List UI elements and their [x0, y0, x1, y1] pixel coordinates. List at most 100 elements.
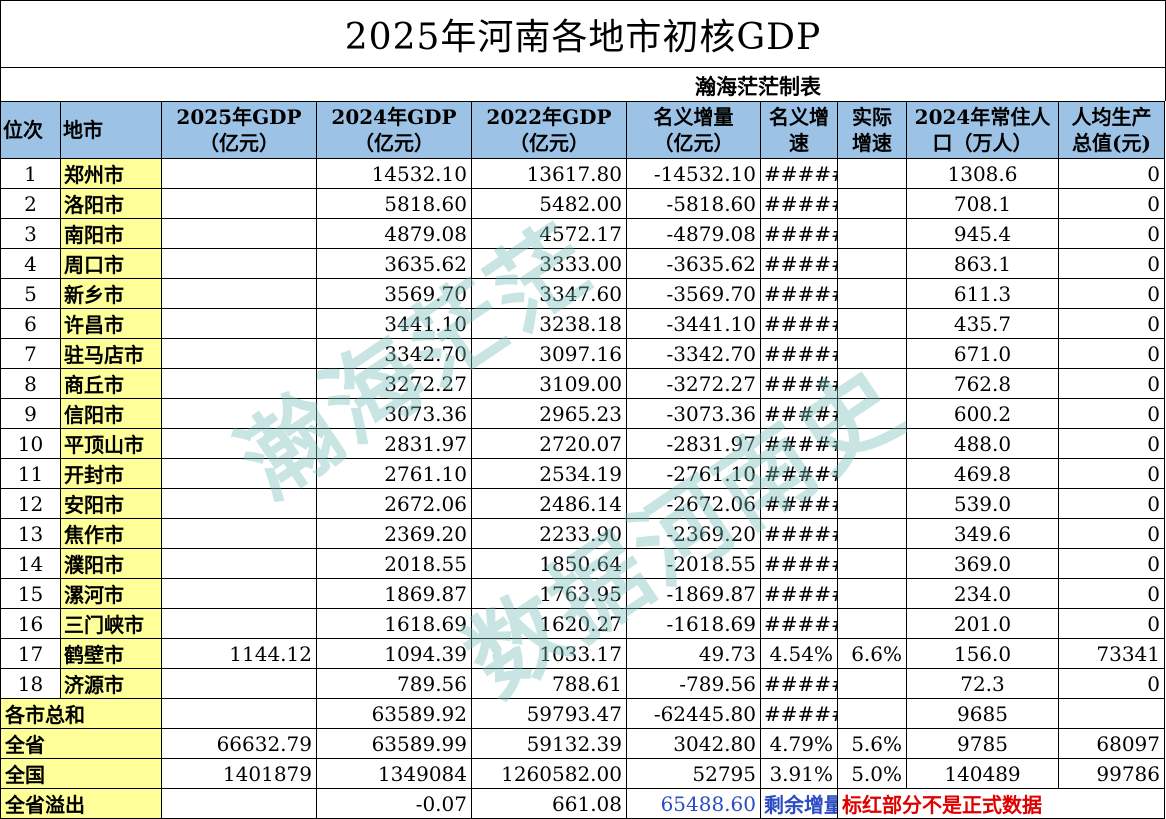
gdp2025-cell[interactable] — [161, 578, 317, 609]
population-cell[interactable]: 863.1 — [906, 248, 1059, 279]
per-capita-cell[interactable]: 0 — [1058, 458, 1165, 489]
nominal-increase-cell[interactable]: -3569.70 — [626, 278, 761, 309]
gdp2022-cell[interactable]: 3333.00 — [471, 248, 627, 279]
population-cell[interactable]: 9685 — [906, 698, 1059, 729]
gdp2025-cell[interactable] — [161, 668, 317, 699]
nominal-growth-cell[interactable]: ###### — [760, 698, 838, 729]
gdp2025-cell[interactable] — [161, 788, 317, 819]
header-per-capita[interactable]: 人均生产 总值(元) — [1058, 101, 1165, 159]
nominal-growth-cell[interactable]: ###### — [760, 398, 838, 429]
gdp2024-cell[interactable]: 3635.62 — [316, 248, 472, 279]
nominal-growth-cell[interactable]: ###### — [760, 218, 838, 249]
real-growth-cell[interactable] — [837, 668, 907, 699]
gdp2025-cell[interactable]: 1144.12 — [161, 638, 317, 669]
real-growth-cell[interactable]: 6.6% — [837, 638, 907, 669]
real-growth-cell[interactable] — [837, 308, 907, 339]
gdp2025-cell[interactable]: 1401879 — [161, 758, 317, 789]
nominal-increase-cell[interactable]: -3635.62 — [626, 248, 761, 279]
rank-cell[interactable]: 6 — [0, 308, 61, 339]
gdp2024-cell[interactable]: 14532.10 — [316, 158, 472, 189]
nominal-growth-cell[interactable]: ###### — [760, 308, 838, 339]
summary-label-cell[interactable]: 全国 — [0, 758, 162, 789]
gdp2022-cell[interactable]: 2534.19 — [471, 458, 627, 489]
per-capita-cell[interactable]: 0 — [1058, 278, 1165, 309]
real-growth-cell[interactable] — [837, 698, 907, 729]
city-cell[interactable]: 信阳市 — [60, 398, 162, 429]
real-growth-cell[interactable] — [837, 488, 907, 519]
city-cell[interactable]: 驻马店市 — [60, 338, 162, 369]
population-cell[interactable]: 369.0 — [906, 548, 1059, 579]
population-cell[interactable]: 611.3 — [906, 278, 1059, 309]
real-growth-cell[interactable] — [837, 428, 907, 459]
rank-cell[interactable]: 18 — [0, 668, 61, 699]
rank-cell[interactable]: 15 — [0, 578, 61, 609]
nominal-increase-cell[interactable]: -2018.55 — [626, 548, 761, 579]
gdp2022-cell[interactable]: 59793.47 — [471, 698, 627, 729]
gdp2022-cell[interactable]: 3347.60 — [471, 278, 627, 309]
summary-label-cell[interactable]: 各市总和 — [0, 698, 162, 729]
per-capita-cell[interactable]: 0 — [1058, 398, 1165, 429]
city-cell[interactable]: 开封市 — [60, 458, 162, 489]
nominal-growth-cell[interactable]: 3.91% — [760, 758, 838, 789]
nominal-increase-cell[interactable]: -3342.70 — [626, 338, 761, 369]
nominal-growth-cell[interactable]: ###### — [760, 368, 838, 399]
gdp2025-cell[interactable] — [161, 458, 317, 489]
city-cell[interactable]: 濮阳市 — [60, 548, 162, 579]
per-capita-cell[interactable]: 0 — [1058, 668, 1165, 699]
nominal-growth-cell[interactable]: ###### — [760, 428, 838, 459]
nominal-increase-cell[interactable]: -3073.36 — [626, 398, 761, 429]
gdp2024-cell[interactable]: 2018.55 — [316, 548, 472, 579]
per-capita-cell[interactable]: 99786 — [1058, 758, 1165, 789]
gdp2022-cell[interactable]: 788.61 — [471, 668, 627, 699]
gdp2022-cell[interactable]: 5482.00 — [471, 188, 627, 219]
overflow-label-cell[interactable]: 全省溢出 — [0, 788, 162, 819]
population-cell[interactable]: 708.1 — [906, 188, 1059, 219]
gdp2025-cell[interactable] — [161, 308, 317, 339]
nominal-increase-cell[interactable]: 52795 — [626, 758, 761, 789]
nominal-growth-cell[interactable]: ###### — [760, 188, 838, 219]
gdp2024-cell[interactable]: 3073.36 — [316, 398, 472, 429]
nominal-increase-cell[interactable]: -2831.97 — [626, 428, 761, 459]
rank-cell[interactable]: 7 — [0, 338, 61, 369]
gdp2024-cell[interactable]: 2672.06 — [316, 488, 472, 519]
nominal-increase-cell[interactable]: -789.56 — [626, 668, 761, 699]
per-capita-cell[interactable]: 68097 — [1058, 728, 1165, 759]
gdp2024-cell[interactable]: -0.07 — [316, 788, 472, 819]
nominal-growth-cell[interactable]: ###### — [760, 248, 838, 279]
gdp2024-cell[interactable]: 2831.97 — [316, 428, 472, 459]
nominal-growth-cell[interactable]: ###### — [760, 668, 838, 699]
city-cell[interactable]: 南阳市 — [60, 218, 162, 249]
nominal-increase-cell[interactable]: -3272.27 — [626, 368, 761, 399]
gdp2025-cell[interactable] — [161, 218, 317, 249]
city-cell[interactable]: 济源市 — [60, 668, 162, 699]
population-cell[interactable]: 762.8 — [906, 368, 1059, 399]
header-population[interactable]: 2024年常住人 口（万人） — [906, 101, 1059, 159]
nominal-increase-cell[interactable]: -14532.10 — [626, 158, 761, 189]
header-nominal-growth[interactable]: 名义增 速 — [760, 101, 838, 159]
nominal-increase-cell[interactable]: 49.73 — [626, 638, 761, 669]
gdp2025-cell[interactable] — [161, 698, 317, 729]
real-growth-cell[interactable]: 5.6% — [837, 728, 907, 759]
gdp2022-cell[interactable]: 3109.00 — [471, 368, 627, 399]
header-rank[interactable]: 位次 — [0, 101, 61, 159]
gdp2025-cell[interactable] — [161, 278, 317, 309]
summary-label-cell[interactable]: 全省 — [0, 728, 162, 759]
rank-cell[interactable]: 14 — [0, 548, 61, 579]
gdp2025-cell[interactable] — [161, 338, 317, 369]
remaining-increase-cell[interactable]: 剩余增量 — [760, 788, 838, 819]
rank-cell[interactable]: 3 — [0, 218, 61, 249]
real-growth-cell[interactable]: 5.0% — [837, 758, 907, 789]
per-capita-cell[interactable]: 0 — [1058, 608, 1165, 639]
city-cell[interactable]: 漯河市 — [60, 578, 162, 609]
real-growth-cell[interactable] — [837, 458, 907, 489]
gdp2025-cell[interactable] — [161, 188, 317, 219]
per-capita-cell[interactable]: 0 — [1058, 218, 1165, 249]
population-cell[interactable]: 349.6 — [906, 518, 1059, 549]
rank-cell[interactable]: 5 — [0, 278, 61, 309]
per-capita-cell[interactable]: 0 — [1058, 338, 1165, 369]
city-cell[interactable]: 商丘市 — [60, 368, 162, 399]
nominal-growth-cell[interactable]: 4.79% — [760, 728, 838, 759]
nominal-growth-cell[interactable]: ###### — [760, 458, 838, 489]
per-capita-cell[interactable] — [1058, 698, 1165, 729]
real-growth-cell[interactable] — [837, 548, 907, 579]
